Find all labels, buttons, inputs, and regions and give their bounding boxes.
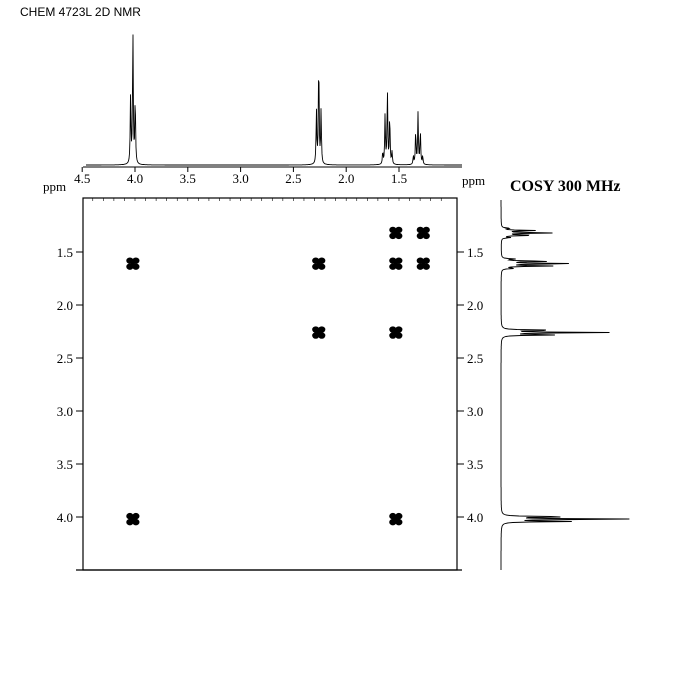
y-left-tick-label: 1.5: [57, 245, 73, 260]
cross-peak-core: [316, 330, 321, 335]
right-ppm-unit-label: ppm: [462, 173, 485, 188]
y-left-tick-label: 2.0: [57, 298, 73, 313]
cross-peak: [312, 257, 326, 270]
cross-peak: [389, 512, 403, 526]
cross-peak-core: [393, 330, 398, 335]
chart-title: COSY 300 MHz: [510, 178, 621, 195]
x-tick-label: 2.0: [338, 171, 354, 186]
cross-peak: [389, 257, 403, 270]
y-right-tick-label: 4.0: [467, 510, 483, 525]
y-right-tick-label: 3.5: [467, 457, 483, 472]
side-spectrum-trace: [500, 200, 630, 570]
y-right-tick-label: 1.5: [467, 245, 483, 260]
y-left-tick-label: 3.5: [57, 457, 73, 472]
cross-peak-core: [316, 261, 321, 266]
left-ppm-axis: 1.5 2.0 2.5 3.0 3.5 4.0: [57, 245, 83, 525]
left-ppm-unit-label: ppm: [43, 179, 66, 194]
cross-peak-core: [130, 517, 135, 522]
cross-peak-core: [393, 517, 398, 522]
cross-peak-core: [421, 230, 426, 235]
right-ppm-axis: 1.5 2.0 2.5 3.0 3.5 4.0: [457, 245, 483, 525]
page-header-title: CHEM 4723L 2D NMR: [20, 5, 141, 19]
top-spectrum-trace: [86, 34, 462, 166]
cross-peak: [416, 226, 430, 240]
x-tick-label: 1.5: [391, 171, 407, 186]
cross-peak: [126, 257, 140, 270]
cosy-2d-frame: [76, 197, 462, 571]
y-left-tick-label: 2.5: [57, 351, 73, 366]
cross-peaks: [126, 226, 430, 526]
y-right-tick-label: 2.0: [467, 298, 483, 313]
cross-peak: [389, 226, 403, 240]
cross-peak: [126, 512, 140, 526]
cross-peak: [312, 326, 326, 339]
top-ppm-axis: 4.5 4.0 3.5 3.0 2.5 2.0 1.5: [74, 166, 462, 201]
y-right-tick-label: 2.5: [467, 351, 483, 366]
cross-peak: [416, 257, 430, 270]
cross-peak: [389, 326, 403, 339]
y-left-tick-label: 3.0: [57, 404, 73, 419]
side-1d-spectrum: [500, 200, 630, 570]
y-left-tick-label: 4.0: [57, 510, 73, 525]
cross-peak-core: [421, 261, 426, 266]
x-tick-label: 2.5: [285, 171, 301, 186]
x-tick-label: 4.5: [74, 171, 90, 186]
top-1d-spectrum: [86, 34, 462, 166]
x-tick-label: 3.5: [180, 171, 196, 186]
cross-peak-core: [393, 230, 398, 235]
x-tick-label: 3.0: [232, 171, 248, 186]
cross-peak-core: [130, 261, 135, 266]
x-tick-label: 4.0: [127, 171, 143, 186]
y-right-tick-label: 3.0: [467, 404, 483, 419]
cross-peak-core: [393, 261, 398, 266]
